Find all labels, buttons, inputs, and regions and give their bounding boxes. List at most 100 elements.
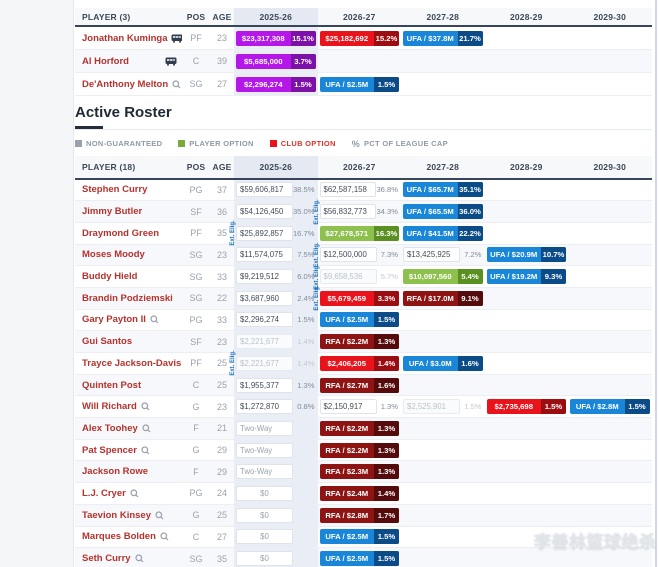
- player-name-link[interactable]: Seth Curry: [82, 553, 131, 565]
- player-name-link[interactable]: De'Anthony Melton: [82, 78, 169, 90]
- cap-pct: 22.2%: [457, 225, 483, 241]
- year-cell: [485, 288, 569, 309]
- player-name-link[interactable]: Al Horford: [82, 55, 129, 67]
- year-cell: $25,182,692 15.2%: [318, 27, 402, 49]
- year-cell: [401, 527, 485, 548]
- year-cell: $5,685,000 3.7%: [234, 50, 318, 72]
- salary-value-box: $12,500,000: [319, 247, 377, 263]
- player-name-link[interactable]: Quinten Post: [82, 379, 142, 391]
- year-cell: UFA / $65.7M 35.1%: [401, 180, 485, 201]
- contract-value: RFA / $2.3M: [325, 467, 369, 477]
- contract-value: UFA / $37.8M: [406, 33, 454, 43]
- age-cell: 27: [216, 531, 227, 542]
- legend: NON-GUARANTEED PLAYER OPTION CLUB OPTION% P…: [75, 137, 652, 151]
- player-name-link[interactable]: Gary Payton II: [82, 314, 146, 326]
- contract-pill-blue: UFA / $3.0M 1.6%: [403, 355, 483, 371]
- player-cell: Moses Moody: [75, 249, 182, 260]
- contract-value: $2,296,274: [244, 79, 283, 89]
- player-name-link[interactable]: Jimmy Butler: [82, 206, 143, 218]
- cap-pct: 7.3%: [380, 250, 398, 260]
- table-row: De'Anthony Melton SG 27 $2,296,274 1.5% UFA /…: [75, 73, 652, 96]
- year-cell: UFA / $2.8M 1.5%: [568, 396, 652, 417]
- player-note-icon: [150, 315, 159, 324]
- contract-value: $5,685,000: [244, 56, 283, 66]
- player-note-icon: [160, 532, 169, 541]
- player-name-link[interactable]: Will Richard: [82, 401, 137, 413]
- player-name-link[interactable]: Alex Toohey: [82, 422, 138, 434]
- cap-pct: 35.1%: [457, 182, 483, 198]
- age-cell: 29: [216, 466, 227, 477]
- player-name-link[interactable]: Trayce Jackson-Davis: [82, 357, 182, 369]
- year-cell: [568, 245, 652, 266]
- year-cell: [401, 483, 485, 504]
- cap-pct: 1.5%: [297, 315, 315, 325]
- player-name-link[interactable]: Marques Bolden: [82, 531, 156, 543]
- player-name-link[interactable]: Brandin Podziemski: [82, 292, 173, 304]
- cap-pct: 1.3%: [374, 420, 399, 436]
- year-cell: [401, 310, 485, 331]
- column-header-player: PLAYER (18): [82, 161, 136, 172]
- player-note-icon: [142, 424, 151, 433]
- legend-item: CLUB OPTION: [269, 139, 336, 148]
- year-cell: $2,150,917 1.3%: [318, 396, 402, 417]
- year-cell: [485, 505, 569, 526]
- table-row: Stephen Curry PG 37 $59,606,817 38.5% $62,587…: [75, 179, 652, 202]
- table-row: Draymond Green PF 35 Ext. Elig. $25,892,857 1…: [75, 221, 652, 246]
- content: PLAYER (3) POS AGE 2025-26 2026-27 2027-28 202…: [75, 0, 652, 567]
- player-name-link[interactable]: Gui Santos: [82, 336, 133, 348]
- column-header-year: 2025-26: [234, 8, 318, 25]
- player-cell: Buddy Hield: [75, 271, 182, 282]
- player-name-link[interactable]: Moses Moody: [82, 249, 145, 261]
- age-cell: 35: [216, 553, 227, 564]
- contract-value: UFA / $65.5M: [406, 207, 454, 217]
- year-cell: $2,221,677 1.4%: [234, 331, 318, 352]
- legend-label: CLUB OPTION: [280, 139, 336, 148]
- contract-value: $25,182,692: [325, 33, 369, 43]
- year-cell: Ext. Elig. $12,500,000 7.3%: [314, 242, 402, 267]
- pos-cell: PF: [190, 358, 202, 369]
- contract-pill-blue: UFA / $2.5M 1.5%: [319, 76, 399, 92]
- cap-pct: 1.4%: [297, 358, 315, 368]
- player-name-link[interactable]: Jackson Rowe: [82, 466, 148, 478]
- contract-value: $5,679,459: [327, 293, 366, 303]
- pos-cell: PG: [189, 184, 203, 195]
- contract-pill-red: $2,735,698 1.5%: [486, 399, 566, 415]
- column-header-year: 2026-27: [342, 161, 376, 172]
- cap-pct: 15.1%: [290, 30, 316, 46]
- year-cell: Ext. Elig. $56,832,773 34.3%: [314, 199, 402, 224]
- year-cell: UFA / $2.5M 1.5%: [318, 310, 402, 331]
- age-cell: 36: [216, 206, 227, 217]
- year-cell: Ext. Elig. $5,679,459 3.3%: [314, 286, 402, 311]
- cap-pct: 1.3%: [374, 442, 399, 458]
- pos-cell: C: [192, 56, 200, 66]
- cap-pct: 35.0%: [292, 207, 315, 217]
- salary-value-box: $11,574,075: [236, 247, 293, 263]
- cap-pct: 5.7%: [380, 272, 398, 282]
- year-cell: [485, 223, 569, 244]
- column-header-pos: POS: [186, 161, 206, 172]
- player-name-link[interactable]: Buddy Hield: [82, 271, 138, 283]
- year-cell: [568, 201, 652, 222]
- legend-item: NON-GUARANTEED: [75, 139, 162, 148]
- player-name-link[interactable]: Draymond Green: [82, 227, 160, 239]
- player-name-link[interactable]: L.J. Cryer: [82, 487, 126, 499]
- player-name-link[interactable]: Pat Spencer: [82, 444, 137, 456]
- year-cell: [401, 461, 485, 482]
- year-cell: RFA / $2.4M 1.4%: [318, 483, 402, 504]
- player-name-link[interactable]: Stephen Curry: [82, 184, 148, 196]
- contract-pill-maroon: RFA / $2.8M 1.7%: [319, 507, 399, 523]
- year-cell: [568, 461, 652, 482]
- cap-pct: 1.5%: [374, 529, 399, 545]
- year-cell: [485, 27, 569, 49]
- pos-cell: SG: [189, 553, 203, 564]
- player-cell: Seth Curry: [75, 553, 182, 564]
- year-cell: Two-Way: [234, 439, 318, 461]
- player-name-link[interactable]: Taevion Kinsey: [82, 509, 151, 521]
- player-name-link[interactable]: Jonathan Kuminga: [82, 32, 168, 44]
- zero-salary-box: $0: [236, 551, 293, 567]
- age-cell: 33: [216, 314, 227, 325]
- pos-cell: SF: [190, 336, 202, 347]
- pos-cell: SG: [189, 293, 203, 304]
- year-cell: $10,097,560 5.4%: [401, 266, 485, 287]
- legend-color-swatch: [75, 140, 82, 147]
